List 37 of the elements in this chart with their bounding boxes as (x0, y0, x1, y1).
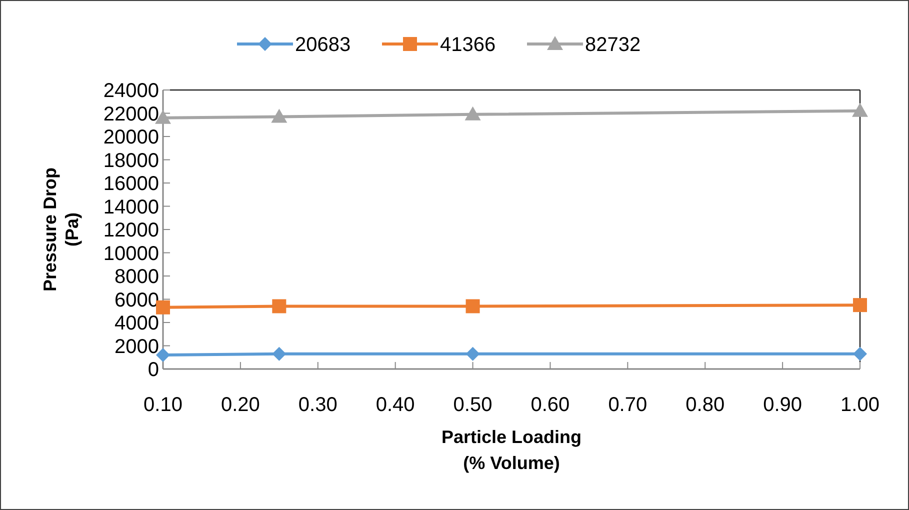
y-tick-label: 4000 (114, 312, 159, 334)
y-axis-title: Pressure Drop (Pa) (40, 167, 82, 292)
point (272, 299, 286, 314)
x-tick-label: 0.90 (763, 394, 802, 416)
x-tick-label: 0.10 (144, 394, 182, 416)
point (853, 346, 867, 361)
x-tick-label: 0.40 (376, 394, 415, 416)
y-tick-label: 0 (148, 359, 159, 381)
x-tick-label: 1.00 (840, 394, 880, 416)
y-tick-label: 12000 (103, 220, 159, 242)
x-tick-label: 0.80 (686, 394, 725, 416)
point (272, 346, 286, 361)
legend-label: 41366 (440, 34, 496, 56)
legend-label: 20683 (295, 34, 351, 56)
point (464, 106, 481, 120)
x-tick-label: 0.50 (453, 394, 492, 416)
x-tick-label: 0.30 (298, 394, 338, 416)
point (271, 108, 288, 123)
y-tick-label: 6000 (114, 289, 159, 312)
y-tick-label: 18000 (103, 150, 159, 172)
x-tick-label: 0.70 (608, 394, 648, 416)
y-tick-label: 22000 (103, 103, 159, 126)
point (466, 299, 480, 314)
y-tick-label: 8000 (114, 266, 159, 288)
y-tick-label: 14000 (103, 196, 159, 218)
x-axis-title: Particle Loading (% Volume) (441, 427, 582, 473)
point (852, 102, 868, 117)
y-tick-label: 20000 (103, 126, 159, 148)
point (466, 346, 480, 361)
y-tick-label: 2000 (114, 336, 159, 358)
y-tick-label: 24000 (103, 80, 159, 102)
point (853, 298, 867, 312)
legend-label: 82732 (585, 34, 641, 56)
x-tick-label: 0.20 (220, 394, 260, 416)
y-tick-label: 10000 (103, 242, 159, 265)
x-tick-label: 0.60 (530, 394, 570, 416)
y-tick-label: 16000 (103, 173, 159, 195)
